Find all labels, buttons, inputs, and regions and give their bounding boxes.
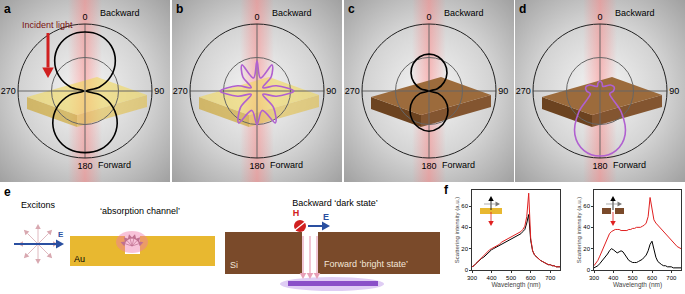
svg-text:Backward: Backward: [100, 8, 140, 18]
svg-text:90: 90: [326, 86, 336, 96]
svg-text:270: 270: [516, 86, 531, 96]
svg-text:600: 600: [526, 275, 537, 281]
svg-text:c: c: [348, 2, 355, 16]
svg-text:180: 180: [77, 161, 92, 171]
svg-text:b: b: [176, 2, 183, 16]
svg-text:500: 500: [628, 275, 639, 281]
svg-text:Excitons: Excitons: [21, 200, 56, 210]
svg-text:Backward ‘dark state’: Backward ‘dark state’: [292, 198, 378, 208]
svg-text:700: 700: [545, 275, 556, 281]
svg-text:Wavelength (nm): Wavelength (nm): [613, 281, 662, 289]
svg-text:180: 180: [249, 161, 264, 171]
svg-text:300: 300: [467, 275, 478, 281]
svg-text:Scattering intensity (a.u.): Scattering intensity (a.u.): [454, 197, 460, 263]
svg-text:Incident light: Incident light: [22, 20, 73, 30]
svg-text:40: 40: [461, 224, 468, 230]
svg-text:180: 180: [421, 161, 436, 171]
svg-text:Backward: Backward: [272, 8, 312, 18]
svg-text:0: 0: [597, 12, 602, 22]
svg-text:90: 90: [498, 86, 508, 96]
svg-text:270: 270: [173, 86, 188, 96]
svg-text:a: a: [4, 2, 11, 16]
svg-text:400: 400: [608, 275, 619, 281]
svg-text:90: 90: [154, 86, 164, 96]
svg-text:700: 700: [666, 275, 677, 281]
svg-text:Si: Si: [230, 260, 238, 270]
svg-text:E: E: [323, 212, 329, 222]
svg-text:0: 0: [82, 12, 87, 22]
svg-text:0: 0: [254, 12, 259, 22]
svg-text:90: 90: [669, 86, 679, 96]
svg-text:500: 500: [506, 275, 517, 281]
svg-text:H: H: [293, 208, 300, 218]
svg-text:e: e: [4, 185, 11, 199]
svg-text:E: E: [58, 230, 64, 239]
svg-text:Backward: Backward: [444, 8, 484, 18]
svg-text:180: 180: [592, 161, 607, 171]
svg-text:600: 600: [647, 275, 658, 281]
svg-text:‘absorption channel’: ‘absorption channel’: [100, 206, 180, 216]
svg-text:60: 60: [461, 203, 468, 209]
svg-text:Wavelength (nm): Wavelength (nm): [491, 281, 540, 289]
svg-text:20: 20: [461, 246, 468, 252]
svg-text:Au: Au: [74, 254, 85, 264]
svg-text:0: 0: [426, 12, 431, 22]
svg-text:60: 60: [583, 203, 590, 209]
svg-text:270: 270: [345, 86, 360, 96]
svg-text:300: 300: [589, 275, 600, 281]
svg-text:Forward: Forward: [613, 160, 646, 170]
svg-text:Forward: Forward: [442, 160, 475, 170]
svg-text:Forward ‘bright state’: Forward ‘bright state’: [324, 259, 408, 269]
svg-text:400: 400: [487, 275, 498, 281]
svg-text:Forward: Forward: [98, 160, 131, 170]
svg-text:20: 20: [583, 246, 590, 252]
svg-text:Forward: Forward: [270, 160, 303, 170]
svg-text:f: f: [444, 183, 449, 197]
svg-text:0: 0: [465, 267, 469, 273]
svg-text:40: 40: [583, 224, 590, 230]
svg-text:0: 0: [587, 267, 591, 273]
svg-text:d: d: [519, 2, 526, 16]
svg-text:Backward: Backward: [615, 8, 655, 18]
svg-text:270: 270: [1, 86, 16, 96]
svg-text:Scattering intensity (a.u.): Scattering intensity (a.u.): [576, 197, 582, 263]
